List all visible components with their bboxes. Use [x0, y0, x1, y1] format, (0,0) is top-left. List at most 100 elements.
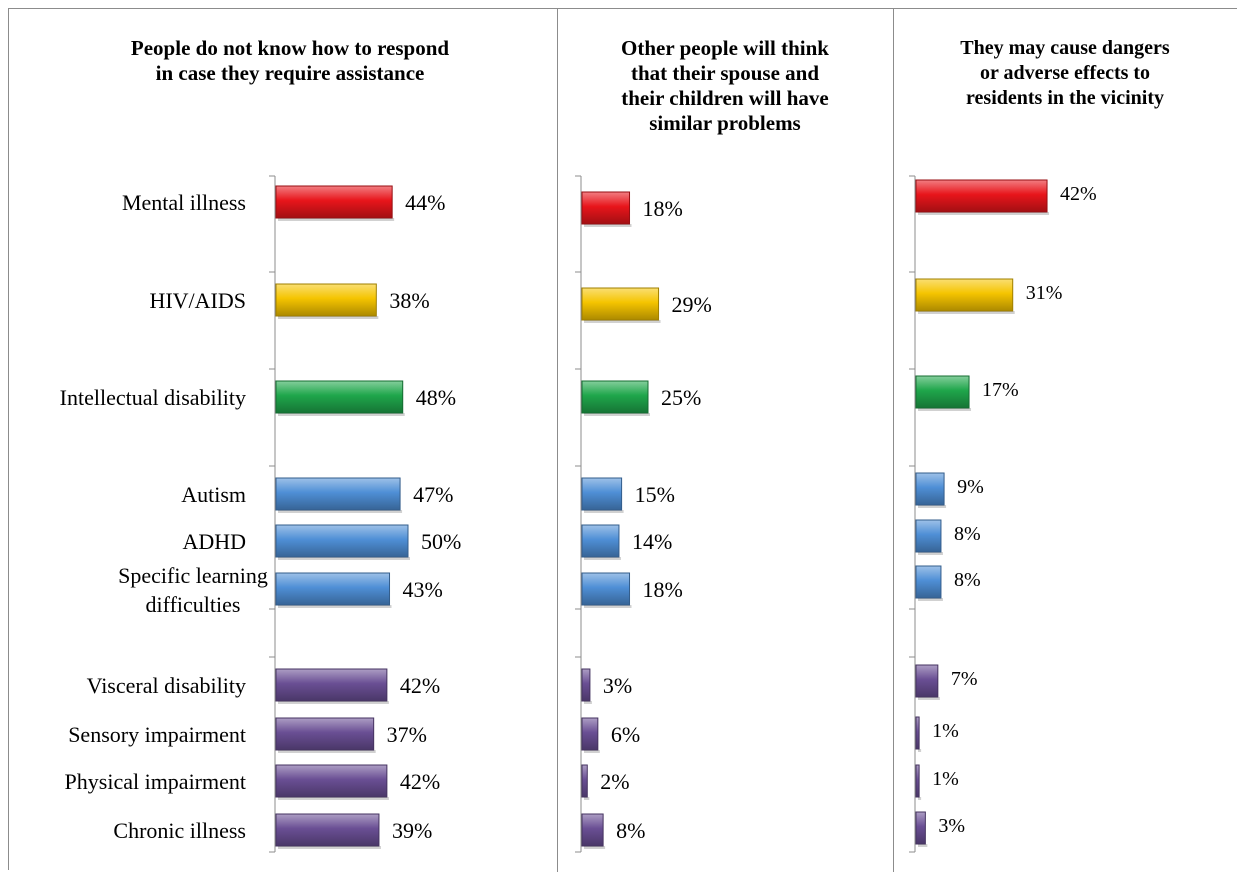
bar-shadow: [918, 697, 940, 700]
data-label: 3%: [603, 673, 632, 698]
bar-shadow: [278, 797, 389, 800]
bar: [581, 764, 588, 798]
bar-shadow: [584, 797, 590, 800]
bar: [915, 664, 939, 698]
bar-shadow: [584, 320, 661, 323]
bar: [275, 283, 377, 317]
bar-shadow: [278, 846, 381, 849]
bar: [915, 811, 926, 845]
bar-shadow: [918, 552, 943, 555]
data-label: 42%: [400, 673, 440, 698]
category-label: Sensory impairment: [68, 722, 246, 747]
data-label: 3%: [938, 815, 965, 837]
data-label: 25%: [661, 385, 701, 410]
bar: [915, 179, 1048, 213]
bar: [275, 380, 404, 414]
category-label: Intellectual disability: [60, 385, 246, 410]
data-label: 1%: [932, 720, 959, 742]
bar: [581, 477, 623, 511]
bar: [581, 813, 604, 847]
bar-shadow: [278, 605, 392, 608]
bar-shadow: [584, 846, 606, 849]
bar: [915, 472, 945, 506]
bar: [275, 477, 401, 511]
chart-panel-2: 18% 29% 25% 15% 14% 18% 3% 6% 2% 8%: [575, 175, 712, 853]
category-label: Mental illness: [122, 190, 246, 215]
category-label: Visceral disability: [87, 673, 246, 698]
bar-shadow: [584, 510, 624, 513]
bar: [275, 717, 375, 751]
bar: [915, 519, 942, 553]
bar: [581, 191, 631, 225]
data-label: 9%: [957, 476, 984, 498]
category-label: Physical impairment: [65, 769, 246, 794]
category-label: Autism: [181, 482, 246, 507]
bar: [275, 668, 388, 702]
bar: [581, 668, 591, 702]
panel-title-1: People do not know how to respond in case…: [130, 36, 450, 85]
data-label: 8%: [954, 569, 981, 591]
data-label: 14%: [632, 529, 672, 554]
bar-shadow: [918, 212, 1050, 215]
bar-shadow: [918, 311, 1015, 314]
bar: [275, 524, 409, 558]
data-label: 2%: [600, 769, 629, 794]
chart-frame: [8, 8, 1237, 870]
data-label: 8%: [616, 818, 645, 843]
bar-shadow: [918, 844, 928, 847]
data-label: 38%: [389, 288, 429, 313]
category-label: Chronic illness: [113, 818, 246, 843]
bar-shadow: [278, 510, 403, 513]
data-label: 17%: [982, 379, 1019, 401]
bar-shadow: [278, 557, 410, 560]
bar: [275, 572, 391, 606]
panel-title-2: Other people will think that their spouse…: [621, 36, 829, 135]
bar: [275, 813, 380, 847]
data-label: 42%: [1060, 183, 1097, 205]
data-label: 18%: [643, 577, 683, 602]
bar: [581, 572, 631, 606]
bar: [915, 278, 1014, 312]
bar-shadow: [584, 701, 592, 704]
data-label: 47%: [413, 482, 453, 507]
data-label: 48%: [416, 385, 456, 410]
bar-shadow: [584, 605, 632, 608]
bar-shadow: [918, 797, 922, 800]
data-label: 7%: [951, 668, 978, 690]
panel-divider: [557, 8, 558, 872]
panel-divider: [893, 8, 894, 872]
bar: [275, 764, 388, 798]
bar-shadow: [584, 413, 650, 416]
data-label: 15%: [635, 482, 675, 507]
data-label: 31%: [1026, 282, 1063, 304]
bar: [915, 565, 942, 599]
chart-panel-1: 44% 38% 48% 47% 50% 43% 42% 37% 42% 39% Mental ill…: [60, 175, 461, 853]
bar-shadow: [278, 316, 379, 319]
bar: [915, 716, 920, 750]
data-label: 44%: [405, 190, 445, 215]
bar-shadow: [278, 218, 395, 221]
category-label: HIV/AIDS: [149, 288, 246, 313]
bar: [581, 717, 599, 751]
panel-title-3: They may cause dangers or adverse effects…: [960, 37, 1170, 109]
bar: [581, 287, 660, 321]
bar-shadow: [278, 750, 376, 753]
bar-shadow: [918, 408, 972, 411]
data-label: 18%: [643, 196, 683, 221]
data-label: 43%: [403, 577, 443, 602]
bar-shadow: [918, 749, 922, 752]
chart-panel-3: 42% 31% 17% 9% 8% 8% 7% 1% 1% 3%: [909, 175, 1097, 853]
bar-shadow: [278, 701, 389, 704]
bar-shadow: [278, 413, 405, 416]
data-label: 39%: [392, 818, 432, 843]
bar: [915, 764, 920, 798]
bar-shadow: [584, 224, 632, 227]
data-label: 42%: [400, 769, 440, 794]
data-label: 50%: [421, 529, 461, 554]
data-label: 8%: [954, 523, 981, 545]
data-label: 6%: [611, 722, 640, 747]
bar-shadow: [584, 557, 621, 560]
category-label: ADHD: [182, 529, 246, 554]
bar: [581, 524, 620, 558]
